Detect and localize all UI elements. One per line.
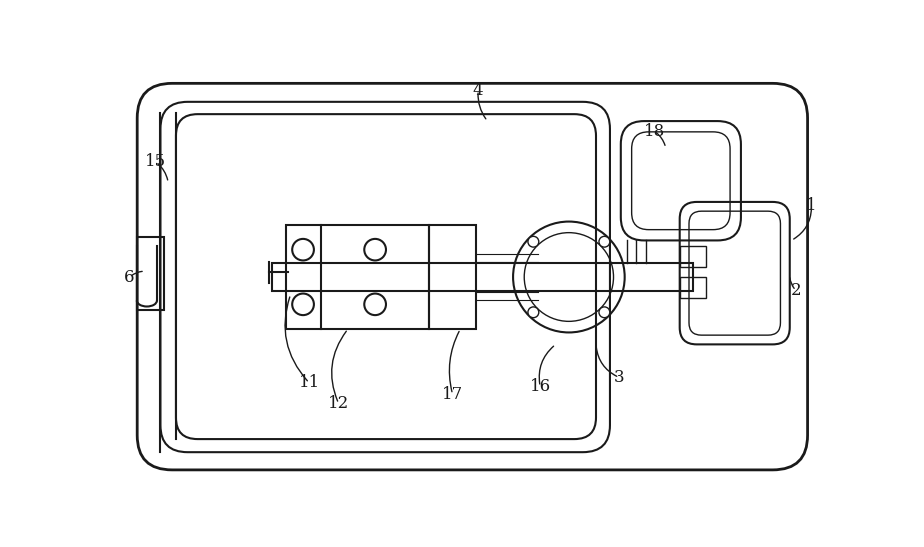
Circle shape	[528, 307, 539, 318]
Text: 12: 12	[328, 395, 349, 412]
Text: 6: 6	[124, 269, 135, 286]
Text: 17: 17	[442, 386, 463, 403]
Text: 11: 11	[298, 374, 320, 392]
Text: 18: 18	[643, 123, 664, 139]
Text: 2: 2	[791, 282, 801, 299]
Circle shape	[599, 307, 610, 318]
Text: 4: 4	[473, 82, 483, 99]
Circle shape	[599, 236, 610, 247]
Text: 3: 3	[614, 369, 625, 386]
Text: 1: 1	[806, 197, 817, 214]
Text: 15: 15	[145, 153, 166, 170]
Text: 16: 16	[529, 378, 551, 395]
Circle shape	[528, 236, 539, 247]
